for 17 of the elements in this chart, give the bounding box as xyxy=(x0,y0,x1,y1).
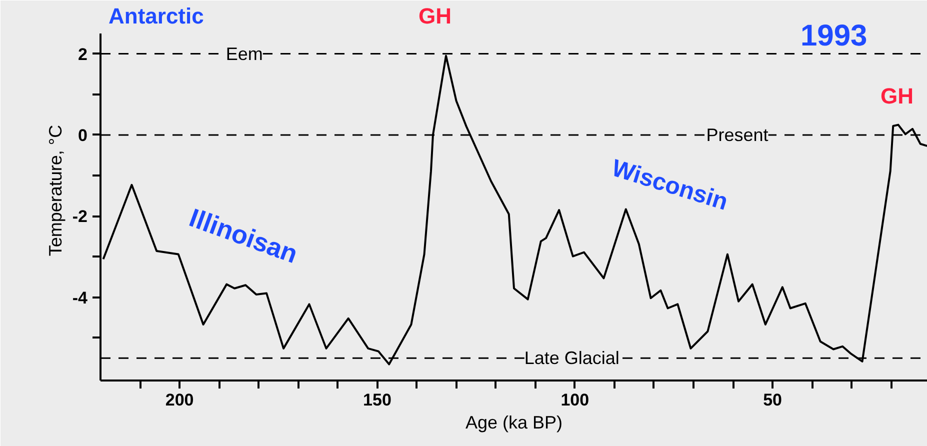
y-tick-label: 2 xyxy=(78,44,88,64)
y-tick-label: -4 xyxy=(72,288,88,308)
ref-line-label: Late Glacial xyxy=(524,348,620,368)
text: Antarctic xyxy=(108,4,204,28)
x-tick-label: 150 xyxy=(363,390,392,410)
y-axis-title: Temperature, °C xyxy=(45,124,66,256)
x-tick-label: 200 xyxy=(165,390,194,410)
y-tick-label: 0 xyxy=(78,126,88,145)
text: GH xyxy=(418,4,452,28)
y-tick-label: -2 xyxy=(72,207,88,226)
x-tick-label: 50 xyxy=(763,390,782,410)
annotation: 1993 xyxy=(800,20,868,52)
x-axis-title: Age (ka BP) xyxy=(465,412,563,432)
ref-line-label: Eem xyxy=(226,44,263,64)
x-tick-label: 100 xyxy=(560,390,590,410)
annotation: GH xyxy=(880,84,914,108)
ref-line-label: Present xyxy=(706,124,768,145)
